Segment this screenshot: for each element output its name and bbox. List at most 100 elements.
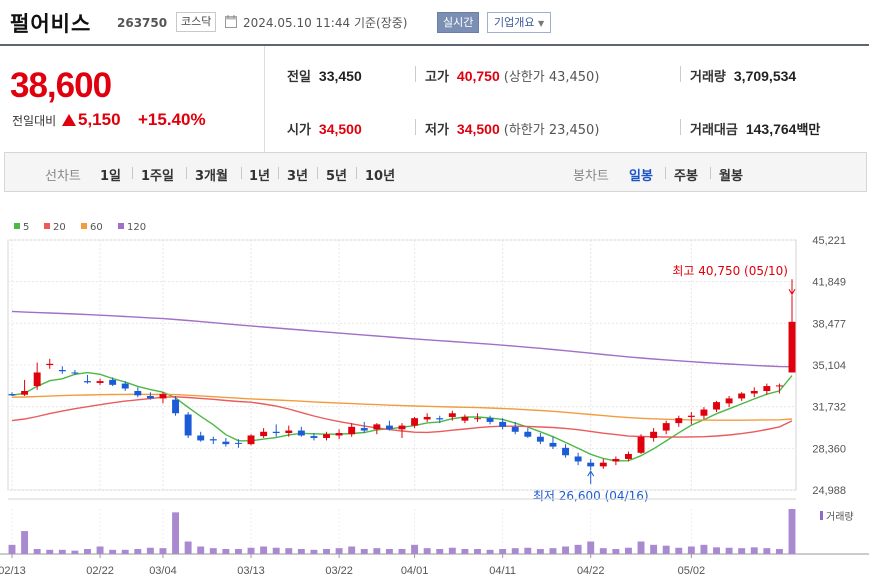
calendar-icon (225, 15, 237, 28)
candle-body (675, 418, 683, 424)
volume-bar (209, 548, 217, 554)
candle-body (285, 430, 293, 434)
y-tick-label: 31,732 (812, 402, 846, 414)
volume-bar (750, 547, 758, 554)
volume-bar (775, 549, 783, 554)
candle-body (8, 394, 16, 396)
range-10y[interactable]: 10년 (365, 169, 396, 184)
volume-bar (297, 549, 305, 554)
candle-body (373, 424, 381, 430)
candle-body (348, 426, 356, 435)
price-change: 5,150 (62, 110, 121, 130)
x-tick-label: 04/01 (401, 565, 429, 577)
volume-bar (96, 546, 104, 554)
range-1y[interactable]: 1년 (249, 169, 271, 184)
volume-bar (587, 541, 595, 554)
candle-body (511, 426, 519, 432)
open-price: 시가 34,500 (287, 121, 362, 138)
line-chart-label: 선차트 (45, 169, 81, 184)
candle-body (738, 393, 746, 399)
up-triangle-icon (62, 114, 76, 126)
volume-bar (385, 549, 393, 554)
x-tick-label: 04/22 (577, 565, 605, 577)
volume-bar (423, 548, 431, 554)
volume-bar (121, 549, 129, 554)
candle-body (71, 372, 79, 374)
company-info-dropdown[interactable]: 기업개요 ▼ (487, 12, 552, 33)
volume-bar (335, 548, 343, 554)
volume-bar (650, 544, 658, 554)
volume-bar (725, 547, 733, 554)
candle-body (159, 394, 167, 399)
ma-legend-20: 20 (53, 222, 66, 233)
y-tick-label: 41,849 (812, 277, 846, 289)
volume-bar (197, 546, 205, 554)
volume-bar (524, 547, 532, 554)
volume-bar (172, 512, 180, 554)
realtime-button[interactable]: 실시간 (437, 12, 480, 33)
chart-toolbar: 선차트 1일 1주일 3개월 1년 3년 5년 10년 봉차트 일봉 주봉 월봉 (4, 152, 867, 192)
candle-body (700, 409, 708, 416)
candle-body (360, 428, 368, 431)
candle-body (624, 454, 632, 459)
range-3y[interactable]: 3년 (287, 169, 309, 184)
volume-bar (134, 549, 142, 554)
low-annotation: 최저 26,600 (04/16) (533, 489, 649, 503)
candle-body (398, 425, 406, 430)
volume-bar (662, 545, 670, 554)
quote-panel: 38,600 전일대비 5,150 +15.40% 전일 33,450 고가 40,… (0, 46, 869, 152)
volume-bar (599, 548, 607, 554)
x-tick-label: 05/02 (678, 565, 706, 577)
y-tick-label: 28,360 (812, 443, 846, 455)
high-annotation: 최고 40,750 (05/10) (672, 264, 788, 278)
candle-body (272, 431, 280, 434)
range-1w[interactable]: 1주일 (141, 169, 174, 184)
chevron-down-icon: ▼ (537, 19, 545, 28)
ma-legend-swatch-20 (44, 223, 50, 229)
volume-bar (285, 548, 293, 554)
ma-line-60 (11, 393, 793, 421)
volume-bar (788, 509, 796, 554)
volume-bar (234, 549, 242, 554)
volume-bar (486, 549, 494, 554)
candle-body (411, 418, 419, 426)
range-1d[interactable]: 1일 (100, 169, 122, 184)
ma-legend-swatch-60 (81, 223, 87, 229)
candle-body (549, 442, 557, 447)
volume-bar (713, 547, 720, 554)
candle-body (612, 458, 620, 462)
candle-body (587, 462, 595, 467)
candle-body (172, 399, 180, 414)
candle-daily[interactable]: 일봉 (629, 169, 653, 184)
range-3m[interactable]: 3개월 (195, 169, 228, 184)
volume-bar (624, 547, 632, 554)
high-arrow-head (788, 288, 796, 296)
candle-weekly[interactable]: 주봉 (674, 169, 698, 184)
volume-bar (71, 550, 79, 554)
market-badge: 코스닥 (176, 12, 217, 32)
volume-bar (348, 546, 356, 554)
candle-body (775, 385, 783, 387)
volume-bar (46, 549, 54, 554)
candle-body (58, 369, 66, 372)
volume-bar (687, 546, 695, 554)
candle-body (21, 391, 29, 395)
ma-legend-120: 120 (127, 222, 146, 233)
current-price: 38,600 (10, 66, 112, 105)
change-label: 전일대비 (12, 114, 57, 128)
ma-legend-60: 60 (90, 222, 103, 233)
change-rate: +15.40% (138, 110, 206, 129)
volume-bar (272, 547, 280, 554)
price-block: 38,600 전일대비 5,150 +15.40% (0, 46, 265, 152)
prev-close: 전일 33,450 (287, 68, 362, 85)
ma-legend-swatch-5 (14, 223, 20, 229)
volume-bar (310, 549, 318, 554)
volume-bar (474, 549, 481, 554)
candle-monthly[interactable]: 월봉 (719, 169, 743, 184)
candle-body (247, 435, 255, 445)
x-tick-label: 03/13 (237, 565, 265, 577)
candle-body (46, 363, 54, 366)
range-5y[interactable]: 5년 (326, 169, 348, 184)
candle-body (33, 372, 41, 387)
candle-body (599, 462, 607, 467)
